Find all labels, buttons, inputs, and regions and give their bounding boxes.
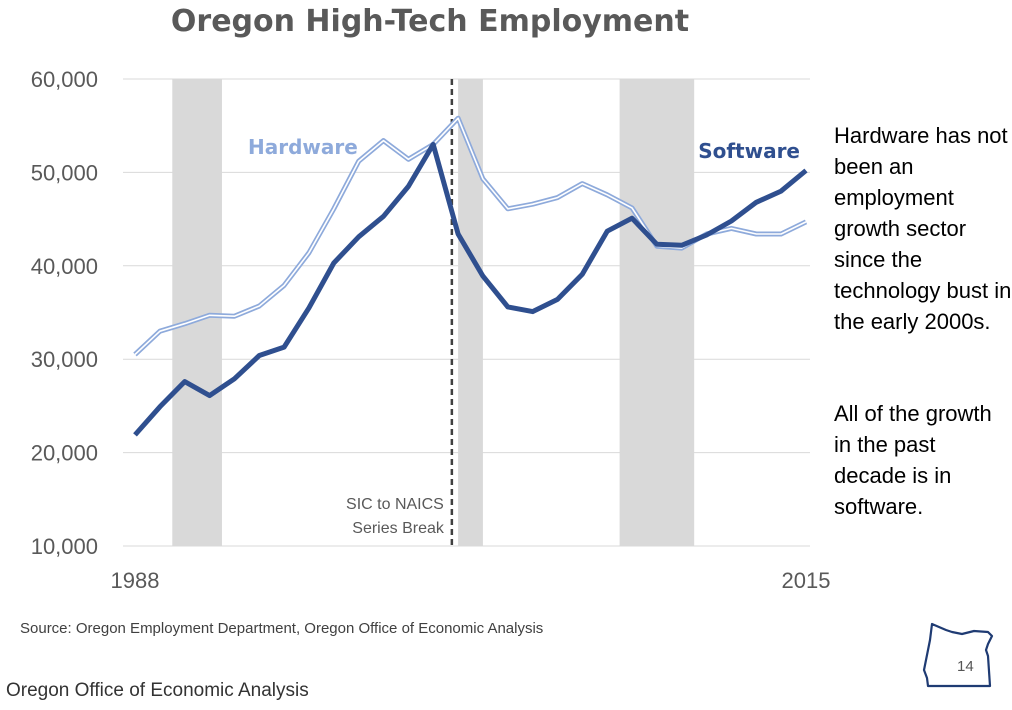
series-label-hardware: Hardware — [248, 135, 358, 159]
y-tick-label: 60,000 — [31, 67, 98, 92]
line-chart: 10,000 20,000 30,000 40,000 50,000 60,000 1988… — [31, 67, 831, 593]
recession-band-0 — [172, 79, 222, 546]
oregon-map-icon — [922, 622, 994, 688]
note-software: All of the growth in the past decade is … — [834, 401, 992, 519]
x-tick-label-end: 2015 — [782, 568, 831, 593]
x-tick-label-start: 1988 — [111, 568, 160, 593]
y-tick-label: 10,000 — [31, 534, 98, 559]
series-break-label: SIC to NAICS — [346, 496, 444, 513]
series-label-software: Software — [698, 139, 800, 163]
note-hardware: Hardware has not been an employment grow… — [834, 123, 1012, 334]
y-tick-label: 20,000 — [31, 441, 98, 466]
source-note: Source: Oregon Employment Department, Or… — [20, 620, 544, 637]
y-tick-label: 30,000 — [31, 347, 98, 372]
footer-text: Oregon Office of Economic Analysis — [6, 680, 309, 701]
y-tick-label: 50,000 — [31, 160, 98, 185]
series-break-label: Series Break — [352, 520, 445, 537]
recession-band-2 — [619, 79, 695, 546]
series-line-software — [133, 141, 808, 437]
recession-band-1 — [458, 79, 483, 546]
page-number: 14 — [957, 658, 974, 675]
chart-title: Oregon High-Tech Employment — [170, 4, 690, 39]
y-tick-label: 40,000 — [31, 254, 98, 279]
